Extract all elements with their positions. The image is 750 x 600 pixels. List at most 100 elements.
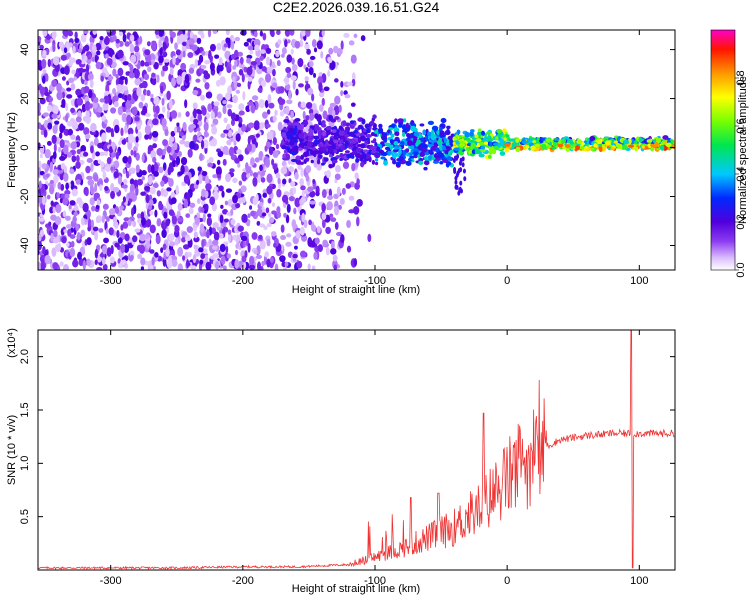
spectrogram-cell (335, 231, 343, 237)
spectrogram-cell (225, 173, 232, 183)
spectrogram-cell (305, 165, 312, 174)
spectrogram-cell (265, 158, 270, 168)
spectrogram-cell (254, 157, 260, 163)
spectrogram-cell (402, 118, 407, 123)
spectrogram-cell (349, 143, 354, 148)
spectrogram-cell (308, 66, 314, 76)
spectrogram-cell (38, 36, 42, 42)
spectrogram-cell (200, 253, 206, 260)
spectrogram-cell (146, 207, 152, 217)
spectrogram-cell (147, 150, 151, 155)
spectrogram-cell (192, 102, 198, 110)
spectrogram-cell (254, 44, 260, 52)
spectrogram-cell (343, 32, 350, 38)
spectrogram-cell (130, 149, 134, 156)
spectrogram-cell (198, 247, 204, 253)
spectrogram-cell (59, 155, 66, 161)
spectrogram-cell (469, 131, 474, 137)
spectrogram-cell (156, 148, 163, 156)
spectrogram-cell (112, 68, 117, 77)
spectrogram-cell (269, 217, 275, 224)
spectrogram-cell (120, 243, 126, 254)
spectrogram-cell (216, 93, 224, 101)
spectrogram-cell (593, 143, 598, 148)
spectrogram-cell (313, 251, 318, 260)
spectrogram-cell (387, 150, 392, 155)
spectrogram-cell (185, 213, 191, 218)
spectrogram-cell (344, 140, 349, 147)
spectrogram-cell (127, 133, 135, 144)
spectrogram-cell (359, 154, 365, 160)
spectrogram-cell (95, 204, 100, 210)
spectrogram-cell (223, 43, 228, 48)
spectrogram-cell (155, 105, 160, 114)
spectrogram-cell (356, 216, 360, 227)
spectrogram-cell (446, 125, 451, 130)
spectrogram-cell (94, 259, 98, 266)
spectrogram-cell (170, 130, 176, 137)
spectrogram-cell (431, 125, 439, 132)
spectrogram-cell (334, 95, 341, 105)
spectrogram-cell (211, 125, 218, 135)
spectrogram-cell (321, 218, 326, 229)
spectrogram-cell (569, 143, 575, 149)
spectrogram-cell (267, 94, 272, 103)
spectrogram-cell (100, 161, 105, 168)
spectrogram-cell (195, 78, 201, 83)
spectrogram-cell (185, 111, 190, 117)
colorbar: 0.0 0.2 0.4 0.6 0.8 Normalized spectral ampl… (710, 29, 749, 278)
spectrogram-cell (212, 174, 218, 179)
spectrogram-cell (41, 58, 47, 69)
spectrogram-cell (109, 256, 115, 264)
spectrogram-cell (158, 30, 165, 37)
spectrogram-cell (91, 205, 96, 212)
spectrogram-cell (146, 89, 151, 97)
spectrogram-cell (189, 123, 197, 129)
spectrogram-cell (470, 142, 477, 149)
spectrogram-cell (430, 129, 435, 136)
spectrogram-cell (60, 54, 67, 61)
spectrogram-cell (348, 40, 355, 46)
spectrogram-cell (338, 104, 342, 113)
spectrogram-cell (139, 233, 146, 242)
spectrogram-cell (480, 130, 486, 136)
spectrogram-cell (131, 207, 135, 217)
spectrogram-cell (413, 131, 420, 137)
spectrogram-cell (174, 238, 179, 246)
spectrogram-cell (225, 188, 233, 193)
spectrogram-cell (338, 130, 345, 136)
spectrogram-cell (366, 134, 372, 138)
spectrogram-cell (447, 150, 452, 156)
spectrogram-cell (127, 127, 134, 136)
spectrogram-cell (308, 219, 312, 226)
spectrogram-cell (116, 84, 123, 90)
spectrogram-cell (410, 125, 417, 132)
spectrogram-cell (166, 109, 170, 120)
spectrogram-cell (293, 139, 297, 143)
spectrogram-cell (343, 134, 350, 138)
spectrogram-cell (88, 54, 92, 59)
spectrogram-cell (102, 203, 109, 210)
spectrogram-cell (595, 138, 603, 145)
spectrogram-cell (235, 89, 241, 94)
colorbar-tick-label: 0.8 (735, 70, 747, 85)
spectrogram-cell (334, 78, 339, 83)
spectrogram-cell (45, 35, 51, 40)
spectrogram-cell (389, 144, 394, 148)
spectrogram-cell (297, 163, 302, 170)
spectrogram-cell (316, 40, 323, 50)
spectrogram-cell (158, 55, 164, 64)
spectrogram-cell (353, 205, 360, 215)
spectrogram-cell (258, 150, 264, 161)
spectrogram-cell (86, 157, 93, 164)
spectrogram-cell (129, 178, 135, 185)
spectrogram-cell (294, 40, 301, 49)
spectrogram-cell (266, 66, 273, 71)
spectrogram-cell (52, 43, 56, 53)
spectrogram-cell (284, 39, 288, 48)
spectrogram-cell (228, 233, 232, 243)
spectrogram-cell (70, 141, 78, 150)
spectrogram-cell (223, 117, 228, 124)
spectrogram-cell (207, 30, 212, 38)
spectrogram-cell (101, 257, 106, 266)
